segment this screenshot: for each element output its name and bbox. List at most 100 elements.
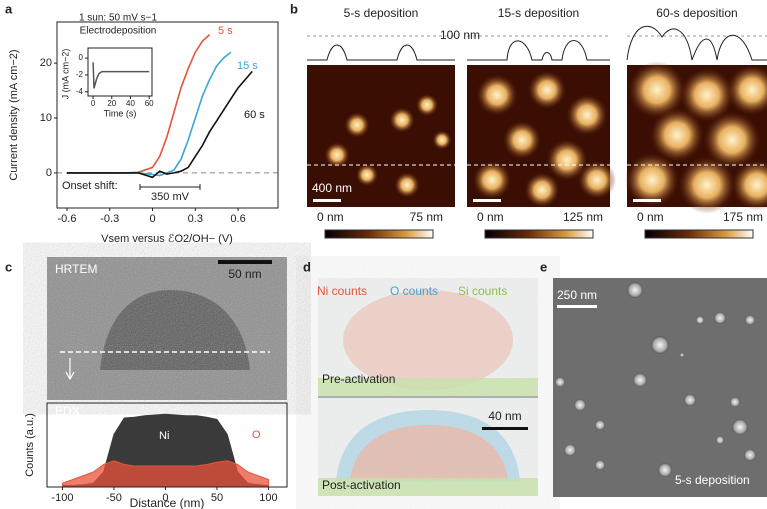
particle: [389, 107, 415, 133]
arrow: [65, 358, 75, 381]
particle: [355, 163, 379, 187]
particle: [658, 463, 672, 477]
particle: [680, 353, 684, 357]
line: [92, 62, 150, 89]
annotation: 350 mV: [151, 191, 190, 203]
area: [61, 460, 269, 488]
x-tick-label: 0: [149, 213, 155, 225]
axes-frame: [87, 47, 153, 97]
map-label: Post-activation: [322, 478, 401, 492]
particle: [732, 419, 748, 435]
particle: [624, 152, 680, 208]
height-profile: [467, 40, 610, 61]
bracket: [139, 184, 201, 190]
x-tick-label: 0: [91, 99, 96, 108]
particle: [574, 399, 586, 411]
particle: [524, 172, 560, 208]
panels: [47, 25, 767, 497]
x-tick-label: 40: [126, 99, 135, 108]
x-axis-label: Distance (nm): [130, 496, 205, 509]
noise: [318, 278, 538, 496]
y-tick-label: 10: [40, 112, 52, 124]
particle: [566, 94, 608, 136]
particle: [716, 436, 724, 444]
height-profile: [626, 25, 767, 61]
legend-entry: Ni counts: [317, 284, 367, 298]
inset-label-bg: [86, 12, 156, 40]
height-profile: [307, 44, 455, 61]
scale-label: 50 nm: [228, 267, 261, 281]
particle: [684, 394, 696, 406]
colorbar-label: 0 nm: [317, 210, 344, 224]
colorbar: [484, 229, 594, 239]
x-tick-label: 20: [107, 99, 116, 108]
panel-letter: e: [540, 259, 547, 274]
scale-label: 250 nm: [557, 288, 597, 302]
x-axis-label: Vsem versus ℰO2/OH− (V): [101, 233, 233, 245]
colorbar: [324, 229, 434, 239]
y-tick-label: 0: [79, 53, 84, 62]
particle: [577, 160, 617, 200]
x-tick-label: -50: [106, 492, 122, 504]
x-tick-label: 60: [145, 99, 154, 108]
axes-frame: [46, 402, 288, 488]
particle: [502, 120, 542, 160]
image-title: 60-s deposition: [656, 6, 737, 20]
particle: [555, 377, 565, 387]
particle: [476, 74, 518, 116]
series-label: O: [252, 429, 261, 441]
image-title: 5-s deposition: [344, 6, 419, 20]
x-tick-label: 0.6: [230, 213, 245, 225]
image-title: 15-s deposition: [498, 6, 579, 20]
panel-letter: d: [303, 259, 311, 274]
inset-subtitle: Electrodeposition: [80, 26, 157, 37]
series-label: Ni: [159, 430, 169, 442]
noise: [47, 257, 287, 400]
scale-bar: [313, 199, 341, 202]
scale-bar: [633, 199, 661, 202]
y-tick-label: 20: [40, 57, 52, 69]
particle: [546, 139, 588, 181]
panel-letter: b: [290, 1, 298, 16]
colorbar: [644, 229, 754, 239]
colorbar-label: 175 nm: [723, 210, 763, 224]
chart-title: EDX: [55, 404, 80, 418]
colorbar-label: 0 nm: [477, 210, 504, 224]
scale-bar: [557, 305, 597, 308]
particle: [649, 107, 705, 163]
particle: [651, 336, 669, 354]
particle: [745, 315, 755, 325]
colorbar-label: 0 nm: [637, 210, 664, 224]
particle: [472, 160, 512, 200]
scale-bar: [473, 199, 501, 202]
y-tick-label: -4: [76, 87, 84, 96]
x-tick-label: 100: [259, 492, 277, 504]
image-label: HRTEM: [55, 262, 97, 276]
scale-bar: [482, 427, 528, 430]
particle: [696, 316, 704, 324]
particle: [415, 93, 439, 117]
y-tick-label: 0: [46, 167, 52, 179]
line: [67, 70, 253, 179]
caption: 5-s deposition: [675, 473, 750, 487]
y-tick-label: -2: [76, 70, 84, 79]
inset-x-label: Time (s): [104, 108, 137, 118]
particle: [527, 70, 567, 110]
x-tick-label: -100: [51, 492, 73, 504]
colorbar-label: 75 nm: [410, 210, 443, 224]
particle: [394, 172, 420, 198]
sem-image: [553, 278, 767, 497]
y-axis-label: Current density (mA cm−2): [8, 49, 20, 180]
inset-title: 1 sun: 50 mV s−1: [79, 13, 158, 24]
particle: [633, 373, 647, 387]
map-label: Pre-activation: [322, 372, 395, 386]
x-tick-label: 50: [211, 492, 223, 504]
particle: [703, 111, 761, 169]
panel-letter: c: [5, 259, 12, 274]
scale-label: 40 nm: [488, 409, 521, 423]
particle: [678, 156, 736, 214]
axes-frame: [56, 21, 279, 209]
particle: [730, 397, 740, 407]
x-tick-label: 0: [162, 492, 168, 504]
legend-entry: O counts: [390, 284, 438, 298]
